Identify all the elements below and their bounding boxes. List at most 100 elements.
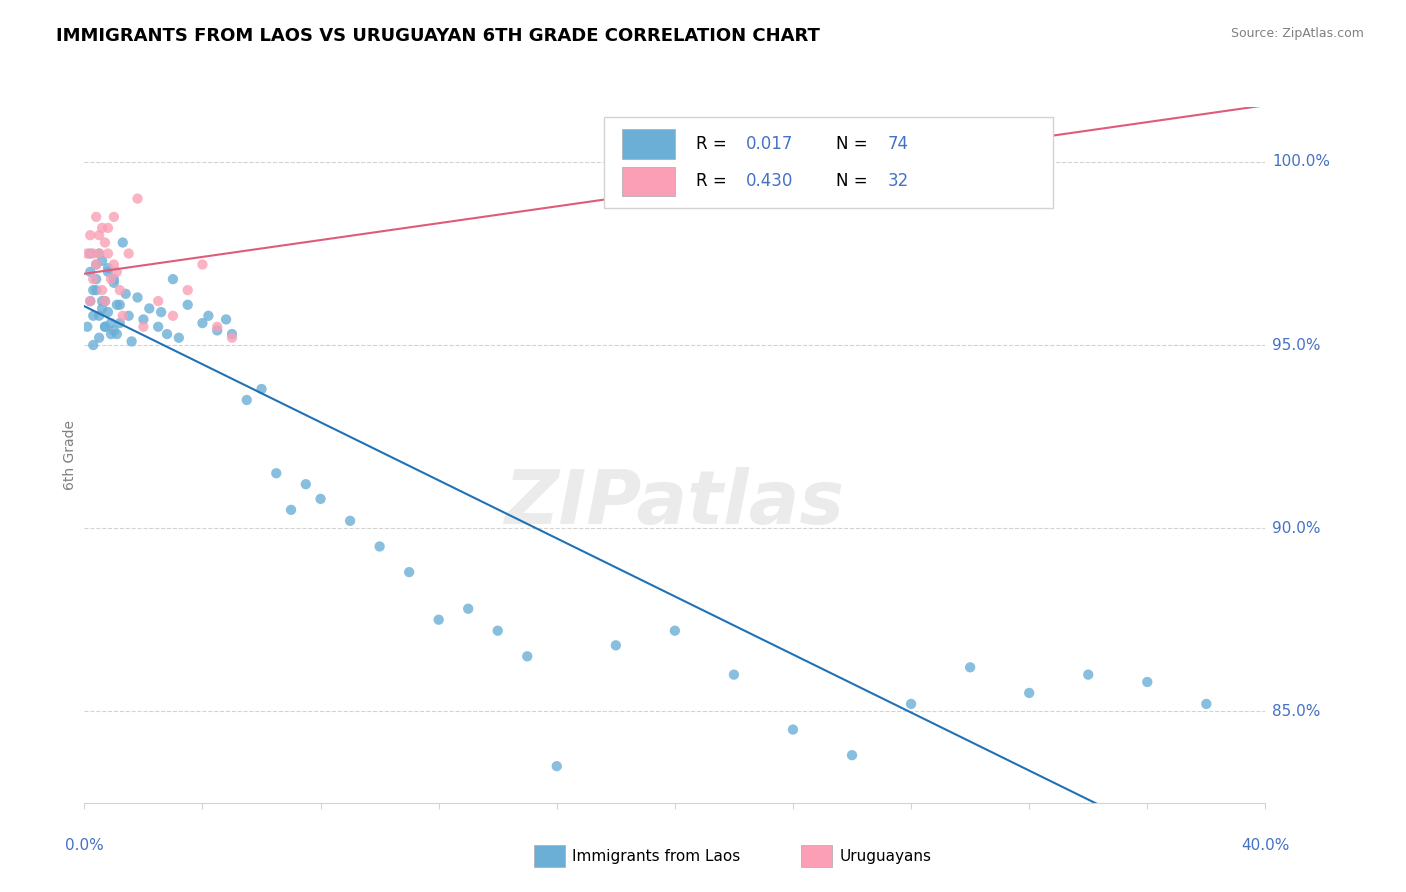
Point — [264, 467, 288, 481]
Point — [82, 309, 104, 323]
Text: R =: R = — [696, 172, 733, 191]
Point — [1018, 686, 1040, 700]
Point — [87, 246, 111, 260]
Point — [368, 540, 391, 554]
Point — [94, 294, 117, 309]
Point — [339, 514, 361, 528]
Point — [427, 613, 450, 627]
Point — [486, 624, 509, 638]
Point — [215, 312, 238, 326]
Text: Uruguayans: Uruguayans — [839, 849, 931, 863]
Point — [111, 309, 134, 323]
Point — [97, 305, 120, 319]
Point — [900, 697, 922, 711]
Point — [841, 748, 863, 763]
Point — [205, 323, 228, 337]
Point — [91, 283, 114, 297]
Text: 40.0%: 40.0% — [1241, 838, 1289, 854]
Point — [87, 228, 111, 243]
Point — [84, 272, 107, 286]
Point — [1195, 697, 1218, 711]
Point — [205, 319, 228, 334]
Point — [221, 327, 243, 342]
Point — [79, 246, 101, 260]
Point — [782, 723, 804, 737]
Point — [97, 220, 120, 235]
Point — [84, 283, 107, 297]
Point — [516, 649, 538, 664]
Point — [162, 272, 184, 286]
Text: Source: ZipAtlas.com: Source: ZipAtlas.com — [1230, 27, 1364, 40]
Point — [1077, 667, 1099, 681]
Text: 90.0%: 90.0% — [1272, 521, 1320, 536]
Point — [100, 272, 122, 286]
Point — [127, 192, 149, 206]
Point — [105, 265, 128, 279]
Text: 85.0%: 85.0% — [1272, 704, 1320, 719]
Point — [97, 246, 120, 260]
Point — [94, 235, 117, 250]
Point — [87, 331, 111, 345]
Point — [295, 477, 318, 491]
Point — [167, 331, 190, 345]
Point — [221, 331, 243, 345]
Point — [79, 294, 101, 309]
Text: ZIPatlas: ZIPatlas — [505, 467, 845, 541]
Point — [177, 283, 200, 297]
Text: 0.430: 0.430 — [745, 172, 793, 191]
Point — [91, 253, 114, 268]
Point — [118, 309, 141, 323]
Point — [148, 319, 170, 334]
Point — [100, 316, 122, 330]
Point — [309, 491, 332, 506]
Point — [82, 338, 104, 352]
Point — [250, 382, 273, 396]
Point — [457, 601, 479, 615]
Point — [235, 392, 259, 407]
Point — [103, 276, 125, 290]
Point — [959, 660, 981, 674]
Point — [1136, 675, 1159, 690]
Point — [79, 228, 101, 243]
Point — [605, 638, 627, 652]
Text: 74: 74 — [887, 135, 908, 153]
Point — [280, 503, 302, 517]
Point — [546, 759, 568, 773]
Point — [97, 265, 120, 279]
Point — [87, 309, 111, 323]
Point — [132, 319, 155, 334]
Point — [82, 283, 104, 297]
Point — [723, 667, 745, 681]
Point — [191, 316, 214, 330]
FancyBboxPatch shape — [621, 167, 675, 196]
Point — [177, 298, 200, 312]
Point — [76, 319, 98, 334]
Point — [132, 312, 155, 326]
Point — [91, 301, 114, 316]
Text: 0.0%: 0.0% — [65, 838, 104, 854]
Point — [108, 283, 131, 297]
Text: Immigrants from Laos: Immigrants from Laos — [572, 849, 741, 863]
Point — [108, 316, 131, 330]
Point — [87, 246, 111, 260]
Text: 32: 32 — [887, 172, 908, 191]
Point — [91, 220, 114, 235]
Point — [138, 301, 160, 316]
Point — [121, 334, 143, 349]
Point — [105, 327, 128, 342]
Point — [84, 210, 107, 224]
Point — [103, 323, 125, 337]
Point — [156, 327, 179, 342]
Point — [148, 294, 170, 309]
Text: 100.0%: 100.0% — [1272, 154, 1330, 169]
Point — [664, 624, 686, 638]
Point — [79, 265, 101, 279]
Text: 95.0%: 95.0% — [1272, 337, 1320, 352]
Point — [108, 298, 131, 312]
Point — [76, 246, 98, 260]
Point — [94, 319, 117, 334]
Point — [162, 309, 184, 323]
Text: N =: N = — [835, 135, 872, 153]
Point — [127, 290, 149, 304]
Point — [103, 210, 125, 224]
